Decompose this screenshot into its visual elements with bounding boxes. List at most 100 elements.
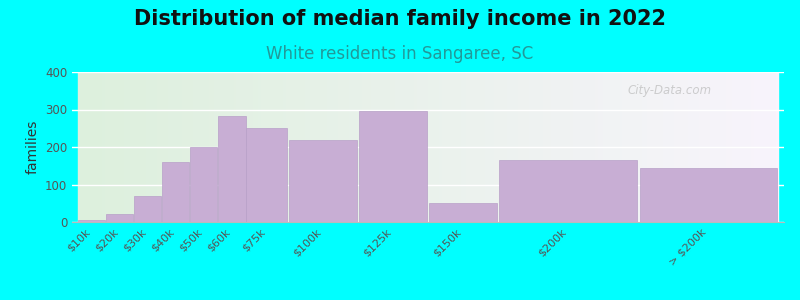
Bar xyxy=(554,72,557,222)
Bar xyxy=(184,72,187,222)
Bar xyxy=(478,72,480,222)
Bar xyxy=(116,72,118,222)
Bar xyxy=(176,72,179,222)
Bar xyxy=(154,72,157,222)
Bar xyxy=(370,72,374,222)
Bar xyxy=(568,72,570,222)
Bar xyxy=(734,72,738,222)
Bar xyxy=(590,72,592,222)
Bar xyxy=(582,72,584,222)
Bar xyxy=(617,72,620,222)
Bar xyxy=(357,72,359,222)
Bar xyxy=(499,160,637,222)
Bar xyxy=(247,72,250,222)
Bar xyxy=(762,72,765,222)
Bar xyxy=(174,72,176,222)
Bar xyxy=(578,72,582,222)
Bar xyxy=(134,196,162,222)
Bar xyxy=(162,162,190,222)
Bar xyxy=(291,72,294,222)
Bar xyxy=(686,72,688,222)
Bar xyxy=(310,72,313,222)
Bar xyxy=(390,72,393,222)
Bar xyxy=(294,72,297,222)
Bar xyxy=(313,72,316,222)
Bar xyxy=(212,72,214,222)
Bar xyxy=(124,72,127,222)
Bar xyxy=(759,72,762,222)
Bar xyxy=(346,72,349,222)
Bar xyxy=(497,72,499,222)
Bar xyxy=(417,72,420,222)
Bar xyxy=(105,72,108,222)
Bar xyxy=(272,72,274,222)
Bar xyxy=(266,72,270,222)
Bar xyxy=(307,72,310,222)
Bar xyxy=(494,72,497,222)
Bar xyxy=(316,72,318,222)
Bar xyxy=(773,72,776,222)
Bar xyxy=(642,72,644,222)
Bar xyxy=(732,72,734,222)
Bar xyxy=(515,72,518,222)
Bar xyxy=(538,72,540,222)
Bar xyxy=(546,72,549,222)
Y-axis label: families: families xyxy=(26,120,39,174)
Bar xyxy=(557,72,559,222)
Bar xyxy=(743,72,746,222)
Bar xyxy=(218,72,220,222)
Bar xyxy=(395,72,398,222)
Bar xyxy=(414,72,417,222)
Bar xyxy=(638,72,642,222)
Text: Distribution of median family income in 2022: Distribution of median family income in … xyxy=(134,9,666,29)
Bar xyxy=(658,72,661,222)
Bar xyxy=(611,72,614,222)
Bar xyxy=(362,72,365,222)
Bar xyxy=(226,72,228,222)
Bar xyxy=(384,72,387,222)
Bar xyxy=(245,72,247,222)
Bar xyxy=(663,72,666,222)
Bar xyxy=(206,72,209,222)
Bar xyxy=(157,72,160,222)
Bar xyxy=(680,72,682,222)
Bar xyxy=(162,72,166,222)
Bar xyxy=(669,72,672,222)
Bar xyxy=(634,72,636,222)
Bar xyxy=(261,72,264,222)
Bar xyxy=(341,72,343,222)
Bar xyxy=(338,72,341,222)
Bar xyxy=(322,72,324,222)
Bar xyxy=(335,72,338,222)
Bar xyxy=(209,72,212,222)
Bar xyxy=(534,72,538,222)
Bar xyxy=(721,72,724,222)
Bar xyxy=(289,140,358,222)
Bar xyxy=(757,72,759,222)
Bar xyxy=(505,72,507,222)
Bar xyxy=(510,72,513,222)
Bar xyxy=(270,72,272,222)
Bar xyxy=(486,72,488,222)
Text: White residents in Sangaree, SC: White residents in Sangaree, SC xyxy=(266,45,534,63)
Bar xyxy=(445,72,447,222)
Bar xyxy=(491,72,494,222)
Bar xyxy=(447,72,450,222)
Bar xyxy=(166,72,168,222)
Bar xyxy=(330,72,332,222)
Bar xyxy=(351,72,354,222)
Bar xyxy=(78,220,106,222)
Bar xyxy=(584,72,586,222)
Bar xyxy=(661,72,663,222)
Bar xyxy=(187,72,190,222)
Bar xyxy=(776,72,778,222)
Bar xyxy=(707,72,710,222)
Bar xyxy=(726,72,729,222)
Bar xyxy=(628,72,630,222)
Bar xyxy=(532,72,534,222)
Bar xyxy=(614,72,617,222)
Bar xyxy=(526,72,530,222)
Bar xyxy=(253,72,255,222)
Bar xyxy=(135,72,138,222)
Bar xyxy=(409,72,411,222)
